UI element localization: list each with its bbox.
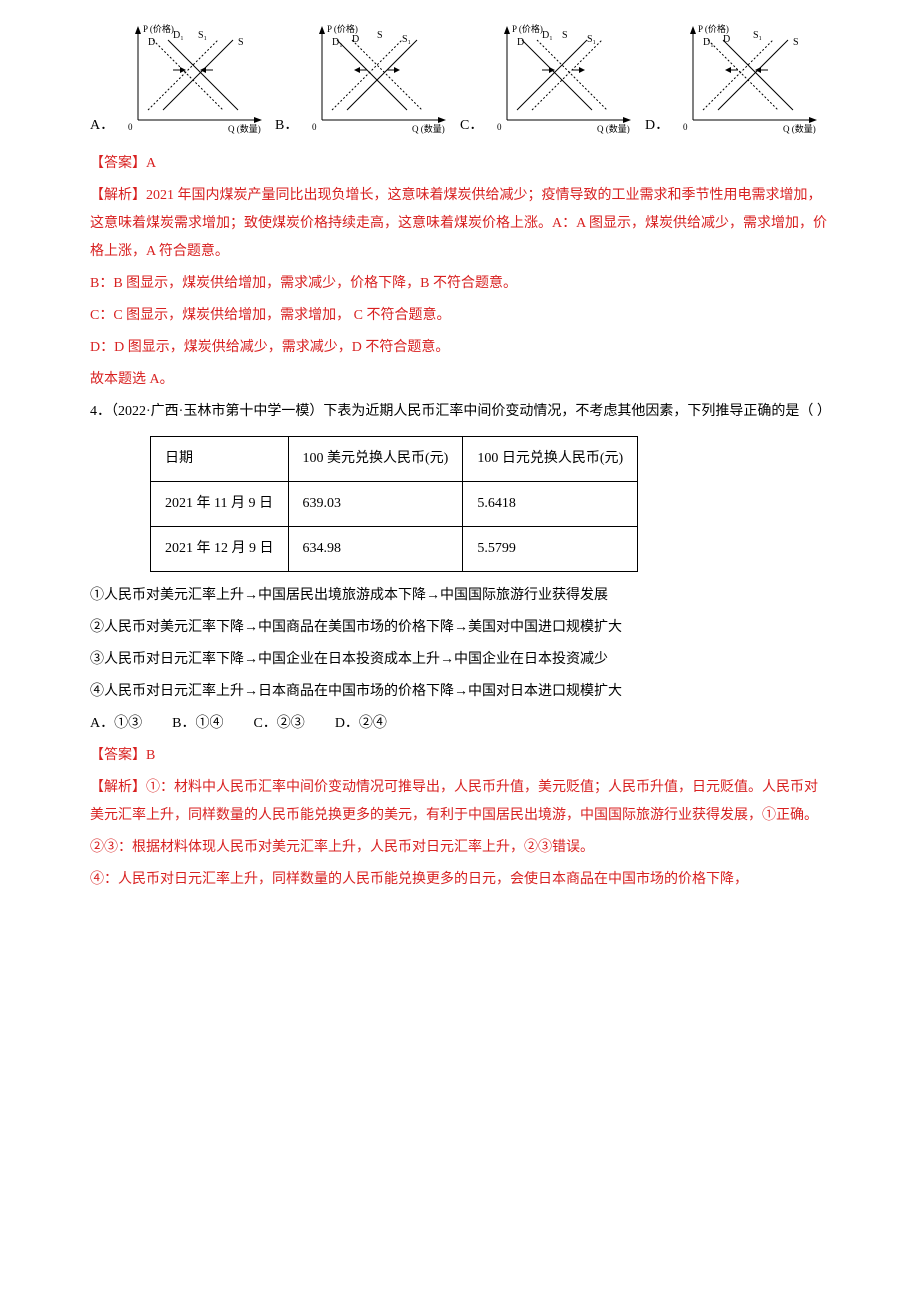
table-cell: 2021 年 11 月 9 日 — [151, 482, 289, 527]
svg-text:Q (数量): Q (数量) — [597, 123, 630, 134]
answer3-line-d: D：D 图显示，煤炭供给减少，需求减少，D 不符合题意。 — [90, 334, 830, 362]
table-cell: 2021 年 12 月 9 日 — [151, 527, 289, 572]
answer4-line2: ②③：根据材料体现人民币对美元汇率上升，人民币对日元汇率上升，②③错误。 — [90, 834, 830, 862]
exchange-rate-table: 日期 100 美元兑换人民币(元) 100 日元兑换人民币(元) 2021 年 … — [150, 436, 638, 572]
statement-2: ②人民币对美元汇率下降→中国商品在美国市场的价格下降→美国对中国进口规模扩大 — [90, 614, 830, 642]
svg-text:D: D — [148, 37, 155, 48]
table-header-2: 100 日元兑换人民币(元) — [463, 437, 638, 482]
table-cell: 639.03 — [288, 482, 463, 527]
option-d-label: D． — [645, 112, 669, 140]
svg-text:D: D — [517, 37, 524, 48]
table-header-1: 100 美元兑换人民币(元) — [288, 437, 463, 482]
chart-c-svg: P (价格) Q (数量) 0 D D₁ S S₁ — [487, 20, 637, 140]
table-header-0: 日期 — [151, 437, 289, 482]
svg-text:Q (数量): Q (数量) — [228, 123, 261, 134]
answer3-analysis: 【解析】2021 年国内煤炭产量同比出现负增长，这意味着煤炭供给减少；疫情导致的… — [90, 182, 830, 266]
chart-option-d: D． P (价格) Q (数量) 0 D D₁ S S₁ — [645, 20, 830, 140]
svg-text:P (价格): P (价格) — [698, 23, 729, 34]
answer3-line-c: C：C 图显示，煤炭供给增加，需求增加， C 不符合题意。 — [90, 302, 830, 330]
svg-text:D₁: D₁ — [332, 37, 343, 48]
answer4-line1: 【解析】①：材料中人民币汇率中间价变动情况可推导出，人民币升值，美元贬值；人民币… — [90, 774, 830, 830]
svg-text:D₁: D₁ — [542, 30, 553, 41]
svg-text:0: 0 — [128, 122, 133, 132]
table-header-row: 日期 100 美元兑换人民币(元) 100 日元兑换人民币(元) — [151, 437, 638, 482]
analysis4-prefix: 【解析】 — [90, 780, 146, 795]
svg-text:S₁: S₁ — [587, 34, 596, 45]
chart-option-b: B． P (价格) Q (数量) 0 D D₁ S S₁ — [275, 20, 460, 140]
svg-text:S₁: S₁ — [753, 30, 762, 41]
svg-text:S₁: S₁ — [402, 34, 411, 45]
analysis3-text: 2021 年国内煤炭产量同比出现负增长，这意味着煤炭供给减少；疫情导致的工业需求… — [90, 188, 827, 259]
option-b-label: B． — [275, 112, 298, 140]
statement-3: ③人民币对日元汇率下降→中国企业在日本投资成本上升→中国企业在日本投资减少 — [90, 646, 830, 674]
option-c-label: C． — [460, 112, 483, 140]
svg-text:P (价格): P (价格) — [512, 23, 543, 34]
q4-option-b: B．①④ — [172, 710, 223, 738]
svg-text:S: S — [793, 37, 799, 48]
svg-text:P (价格): P (价格) — [327, 23, 358, 34]
answer4-label: 【答案】B — [90, 742, 830, 770]
table-cell: 5.5799 — [463, 527, 638, 572]
svg-text:0: 0 — [683, 122, 688, 132]
option-a-label: A． — [90, 112, 114, 140]
statement-1: ①人民币对美元汇率上升→中国居民出境旅游成本下降→中国国际旅游行业获得发展 — [90, 582, 830, 610]
chart-b-svg: P (价格) Q (数量) 0 D D₁ S S₁ — [302, 20, 452, 140]
answer3-line-b: B：B 图显示，煤炭供给增加，需求减少，价格下降，B 不符合题意。 — [90, 270, 830, 298]
svg-text:P (价格): P (价格) — [143, 23, 174, 34]
svg-text:0: 0 — [312, 122, 317, 132]
question4-stem: 4．（2022·广西·玉林市第十中学一模）下表为近期人民币汇率中间价变动情况，不… — [90, 398, 830, 426]
svg-text:D₁: D₁ — [173, 30, 184, 41]
chart-d-svg: P (价格) Q (数量) 0 D D₁ S S₁ — [673, 20, 823, 140]
q4-option-c: C．②③ — [253, 710, 304, 738]
svg-text:0: 0 — [497, 122, 502, 132]
statement-4: ④人民币对日元汇率上升→日本商品在中国市场的价格下降→中国对日本进口规模扩大 — [90, 678, 830, 706]
answer3-conclusion: 故本题选 A。 — [90, 366, 830, 394]
table-row: 2021 年 12 月 9 日 634.98 5.5799 — [151, 527, 638, 572]
chart-option-a: A． P (价格) Q (数量) 0 D D₁ S S₁ — [90, 20, 275, 140]
svg-text:S₁: S₁ — [198, 30, 207, 41]
q4-options-row: A．①③ B．①④ C．②③ D．②④ — [90, 710, 830, 738]
svg-text:Q (数量): Q (数量) — [412, 123, 445, 134]
svg-text:S: S — [238, 37, 244, 48]
chart-option-c: C． P (价格) Q (数量) 0 D D₁ S S₁ — [460, 20, 645, 140]
analysis3-prefix: 【解析】 — [90, 188, 146, 203]
answer4-line3: ④：人民币对日元汇率上升，同样数量的人民币能兑换更多的日元，会使日本商品在中国市… — [90, 866, 830, 894]
q4-option-a: A．①③ — [90, 710, 142, 738]
q4-option-d: D．②④ — [335, 710, 387, 738]
analysis4-text1: ①：材料中人民币汇率中间价变动情况可推导出，人民币升值，美元贬值；人民币升值，日… — [90, 780, 818, 823]
table-cell: 5.6418 — [463, 482, 638, 527]
svg-text:S: S — [562, 30, 568, 41]
chart-a-svg: P (价格) Q (数量) 0 D D₁ S S₁ — [118, 20, 268, 140]
answer3-label: 【答案】A — [90, 150, 830, 178]
table-row: 2021 年 11 月 9 日 639.03 5.6418 — [151, 482, 638, 527]
chart-options-row: A． P (价格) Q (数量) 0 D D₁ S S₁ B． — [90, 20, 830, 140]
table-cell: 634.98 — [288, 527, 463, 572]
svg-text:S: S — [377, 30, 383, 41]
svg-text:Q (数量): Q (数量) — [783, 123, 816, 134]
svg-text:D₁: D₁ — [703, 37, 714, 48]
